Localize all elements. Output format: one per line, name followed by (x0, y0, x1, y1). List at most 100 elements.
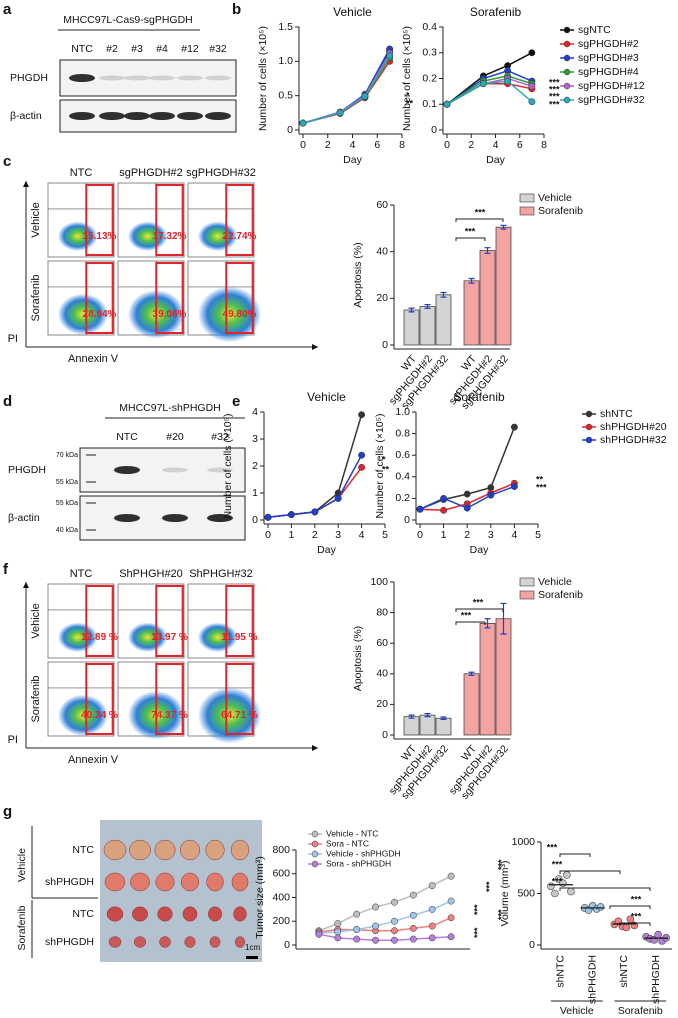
bar (495, 226, 512, 346)
apoptosis-gate (225, 663, 254, 735)
lane-label: NTC (71, 43, 93, 55)
bar (435, 717, 452, 736)
bar (403, 309, 420, 346)
lane-label: #32 (209, 43, 227, 55)
error-bar (484, 247, 491, 254)
gate-percent: 40.34 % (81, 710, 118, 721)
legend-swatch (519, 193, 535, 203)
tumor (157, 906, 173, 922)
y-tick-label: 0.5 (278, 89, 293, 101)
x-tick-label: shPHGDH (586, 955, 598, 1004)
tumor (231, 872, 249, 892)
x-tick-label: 0 (265, 529, 271, 541)
y-tick-label: 1.0 (278, 55, 293, 67)
legend-swatch (519, 590, 535, 600)
significance-bracket (455, 237, 486, 241)
significance: *** (549, 99, 560, 109)
y-axis-label: PI (8, 734, 18, 746)
legend-marker (311, 830, 319, 838)
lane-label: #2 (106, 43, 118, 55)
significance-bracket (455, 218, 504, 222)
gate-percent: 11.95 % (221, 632, 257, 643)
data-point (386, 52, 394, 60)
y-tick-label: 1.5 (278, 21, 293, 33)
significance: *** (496, 859, 506, 870)
blot-band (205, 112, 231, 120)
significance: *** (552, 876, 563, 886)
significance: *** (461, 610, 472, 620)
significance: * (382, 454, 386, 464)
x-tick-label: shPHGDH (650, 955, 662, 1004)
x-tick-label: 1 (288, 529, 294, 541)
flow-population (127, 221, 168, 252)
error-bar (440, 716, 447, 720)
blot-band (69, 112, 95, 120)
data-point (409, 911, 417, 919)
legend-label: sgPHGDH#12 (578, 80, 645, 92)
x-tick-label: 2 (312, 529, 318, 541)
apoptosis-gate (155, 663, 184, 735)
legend-marker (563, 26, 571, 34)
x-tick-label: 2 (464, 529, 470, 541)
y-tick-label: 0.8 (395, 427, 410, 439)
x-tick-label: 5 (382, 529, 388, 541)
tumor (132, 906, 148, 922)
data-point (409, 891, 417, 899)
group-label: Vehicle (560, 1005, 594, 1017)
apoptosis-gate (155, 184, 184, 256)
tumor (159, 936, 171, 948)
error-bar (468, 277, 475, 284)
y-tick-label: 0 (252, 514, 258, 526)
legend-label: shPHGDH#20 (600, 421, 667, 433)
size-marker: 40 kDa (56, 527, 78, 534)
y-tick-label: 40 (376, 668, 388, 680)
flow-row-label: Vehicle (30, 603, 42, 638)
significance: *** (472, 927, 482, 938)
significance-bracket (455, 621, 486, 625)
y-tick-label: 0.6 (395, 449, 410, 461)
apoptosis-gate (85, 663, 114, 735)
flow-population (57, 293, 109, 335)
data-point (447, 914, 455, 922)
y-axis-title: Number of cells (×10⁵) (257, 26, 269, 131)
x-tick-label: shNTC (618, 955, 630, 988)
x-tick-label: 2 (325, 139, 331, 151)
bar (479, 250, 496, 346)
flow-population (197, 687, 262, 744)
x-tick-label: 8 (399, 139, 405, 151)
significance-bracket (455, 608, 504, 612)
data-point (463, 504, 471, 512)
flow-column-label: ShPHGH#32 (189, 568, 253, 580)
x-tick-label: 3 (488, 529, 494, 541)
y-tick-label: 0 (382, 339, 388, 351)
significance: *** (549, 91, 560, 101)
series-line (302, 57, 391, 124)
y-tick-label: 100 (370, 576, 388, 588)
data-point (440, 494, 448, 502)
y-tick-label: 0.3 (422, 47, 437, 59)
data-point (358, 463, 366, 471)
chart-title: Sorafenib (453, 390, 505, 404)
lane-label: #3 (131, 43, 143, 55)
tumor (205, 839, 225, 861)
y-tick-label: 2 (252, 460, 258, 472)
panel-letter: c (3, 153, 11, 170)
ladder-band (86, 502, 96, 504)
photo-group-label: Sorafenib (16, 905, 28, 950)
blot-band (149, 75, 175, 81)
flow-column-label: ShPHGH#20 (119, 568, 183, 580)
x-tick-label: 1 (441, 529, 447, 541)
data-point (372, 936, 380, 944)
x-tick-label: 8 (541, 139, 547, 151)
x-tick-label: 6 (517, 139, 523, 151)
y-tick-label: 0 (529, 939, 535, 951)
y-tick-label: 0 (431, 124, 437, 136)
legend-marker (585, 423, 593, 431)
data-point (409, 924, 417, 932)
legend-label: Sorafenib (538, 589, 583, 601)
data-point (654, 930, 662, 939)
gate-percent: 17.32% (153, 231, 187, 242)
x-tick-label: 3 (335, 529, 341, 541)
significance: *** (549, 77, 560, 87)
bar (419, 714, 436, 736)
